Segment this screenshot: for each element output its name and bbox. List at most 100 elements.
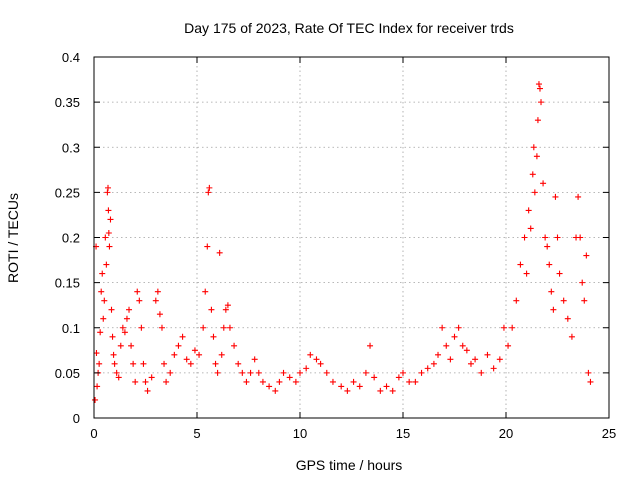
data-point [132, 378, 139, 385]
data-point [529, 171, 536, 178]
data-point [208, 306, 215, 313]
data-point [552, 193, 559, 200]
data-point [323, 369, 330, 376]
data-point [202, 288, 209, 295]
data-point [564, 315, 571, 322]
data-point [158, 324, 165, 331]
data-point [313, 356, 320, 363]
data-point [533, 153, 540, 160]
data-point [210, 333, 217, 340]
data-point [371, 374, 378, 381]
data-point [395, 374, 402, 381]
data-point [226, 324, 233, 331]
data-point [568, 333, 575, 340]
data-point [412, 378, 419, 385]
data-point [556, 270, 563, 277]
data-point [171, 351, 178, 358]
y-tick-label: 0.25 [55, 185, 80, 200]
data-point [111, 360, 118, 367]
data-point [110, 351, 117, 358]
data-point [521, 234, 528, 241]
data-point [101, 297, 108, 304]
y-tick-label: 0 [73, 411, 80, 426]
data-point [509, 324, 516, 331]
data-point [117, 342, 124, 349]
y-tick-label: 0.1 [62, 321, 80, 336]
data-point [175, 342, 182, 349]
data-point [338, 383, 345, 390]
data-point [148, 374, 155, 381]
data-point [356, 383, 363, 390]
data-point [435, 351, 442, 358]
data-point [367, 342, 374, 349]
x-tick-label: 20 [499, 426, 513, 441]
data-point [472, 356, 479, 363]
data-point [542, 234, 549, 241]
data-point [144, 387, 151, 394]
x-axis: 0 5 10 15 20 25 [90, 57, 616, 441]
data-point [344, 387, 351, 394]
data-point [103, 261, 110, 268]
grid-lines [94, 57, 609, 418]
data-point [214, 369, 221, 376]
data-point [577, 234, 584, 241]
data-point [156, 311, 163, 318]
data-point [152, 297, 159, 304]
data-point [96, 360, 103, 367]
data-point [544, 243, 551, 250]
data-point [105, 229, 112, 236]
data-point [98, 288, 105, 295]
data-point [104, 189, 111, 196]
data-point [105, 207, 112, 214]
data-point [430, 360, 437, 367]
data-point [579, 279, 586, 286]
data-point [251, 356, 258, 363]
data-point [546, 261, 553, 268]
y-axis: 0 0.05 0.1 0.15 0.2 0.25 0.3 0.35 0.4 [55, 50, 609, 426]
y-tick-label: 0.2 [62, 231, 80, 246]
data-point [179, 333, 186, 340]
data-point [307, 351, 314, 358]
data-point [97, 329, 104, 336]
chart-title: Day 175 of 2023, Rate Of TEC Index for r… [184, 20, 514, 36]
data-point [451, 333, 458, 340]
data-point [587, 378, 594, 385]
data-point [560, 297, 567, 304]
data-point [439, 324, 446, 331]
data-point [119, 324, 126, 331]
data-point [107, 216, 114, 223]
data-point [280, 369, 287, 376]
data-point [535, 81, 542, 88]
data-point [187, 360, 194, 367]
data-point [467, 360, 474, 367]
data-point [292, 378, 299, 385]
data-point [255, 369, 262, 376]
x-tick-label: 5 [193, 426, 200, 441]
data-point [484, 351, 491, 358]
y-axis-label: ROTI / TECUs [5, 193, 21, 283]
data-point [239, 369, 246, 376]
data-point [154, 288, 161, 295]
data-point [224, 302, 231, 309]
data-point [106, 243, 113, 250]
data-point [513, 297, 520, 304]
data-point [424, 365, 431, 372]
data-point [478, 369, 485, 376]
x-axis-label: GPS time / hours [296, 457, 403, 473]
data-point [128, 342, 135, 349]
data-point [585, 369, 592, 376]
data-point [575, 193, 582, 200]
x-tick-label: 25 [602, 426, 616, 441]
data-point [548, 288, 555, 295]
data-point [286, 374, 293, 381]
data-point [459, 342, 466, 349]
data-point [550, 306, 557, 313]
data-point [534, 117, 541, 124]
data-point [362, 369, 369, 376]
data-point [123, 315, 130, 322]
data-point [463, 347, 470, 354]
data-point [447, 356, 454, 363]
data-point [235, 360, 242, 367]
data-point [583, 252, 590, 259]
